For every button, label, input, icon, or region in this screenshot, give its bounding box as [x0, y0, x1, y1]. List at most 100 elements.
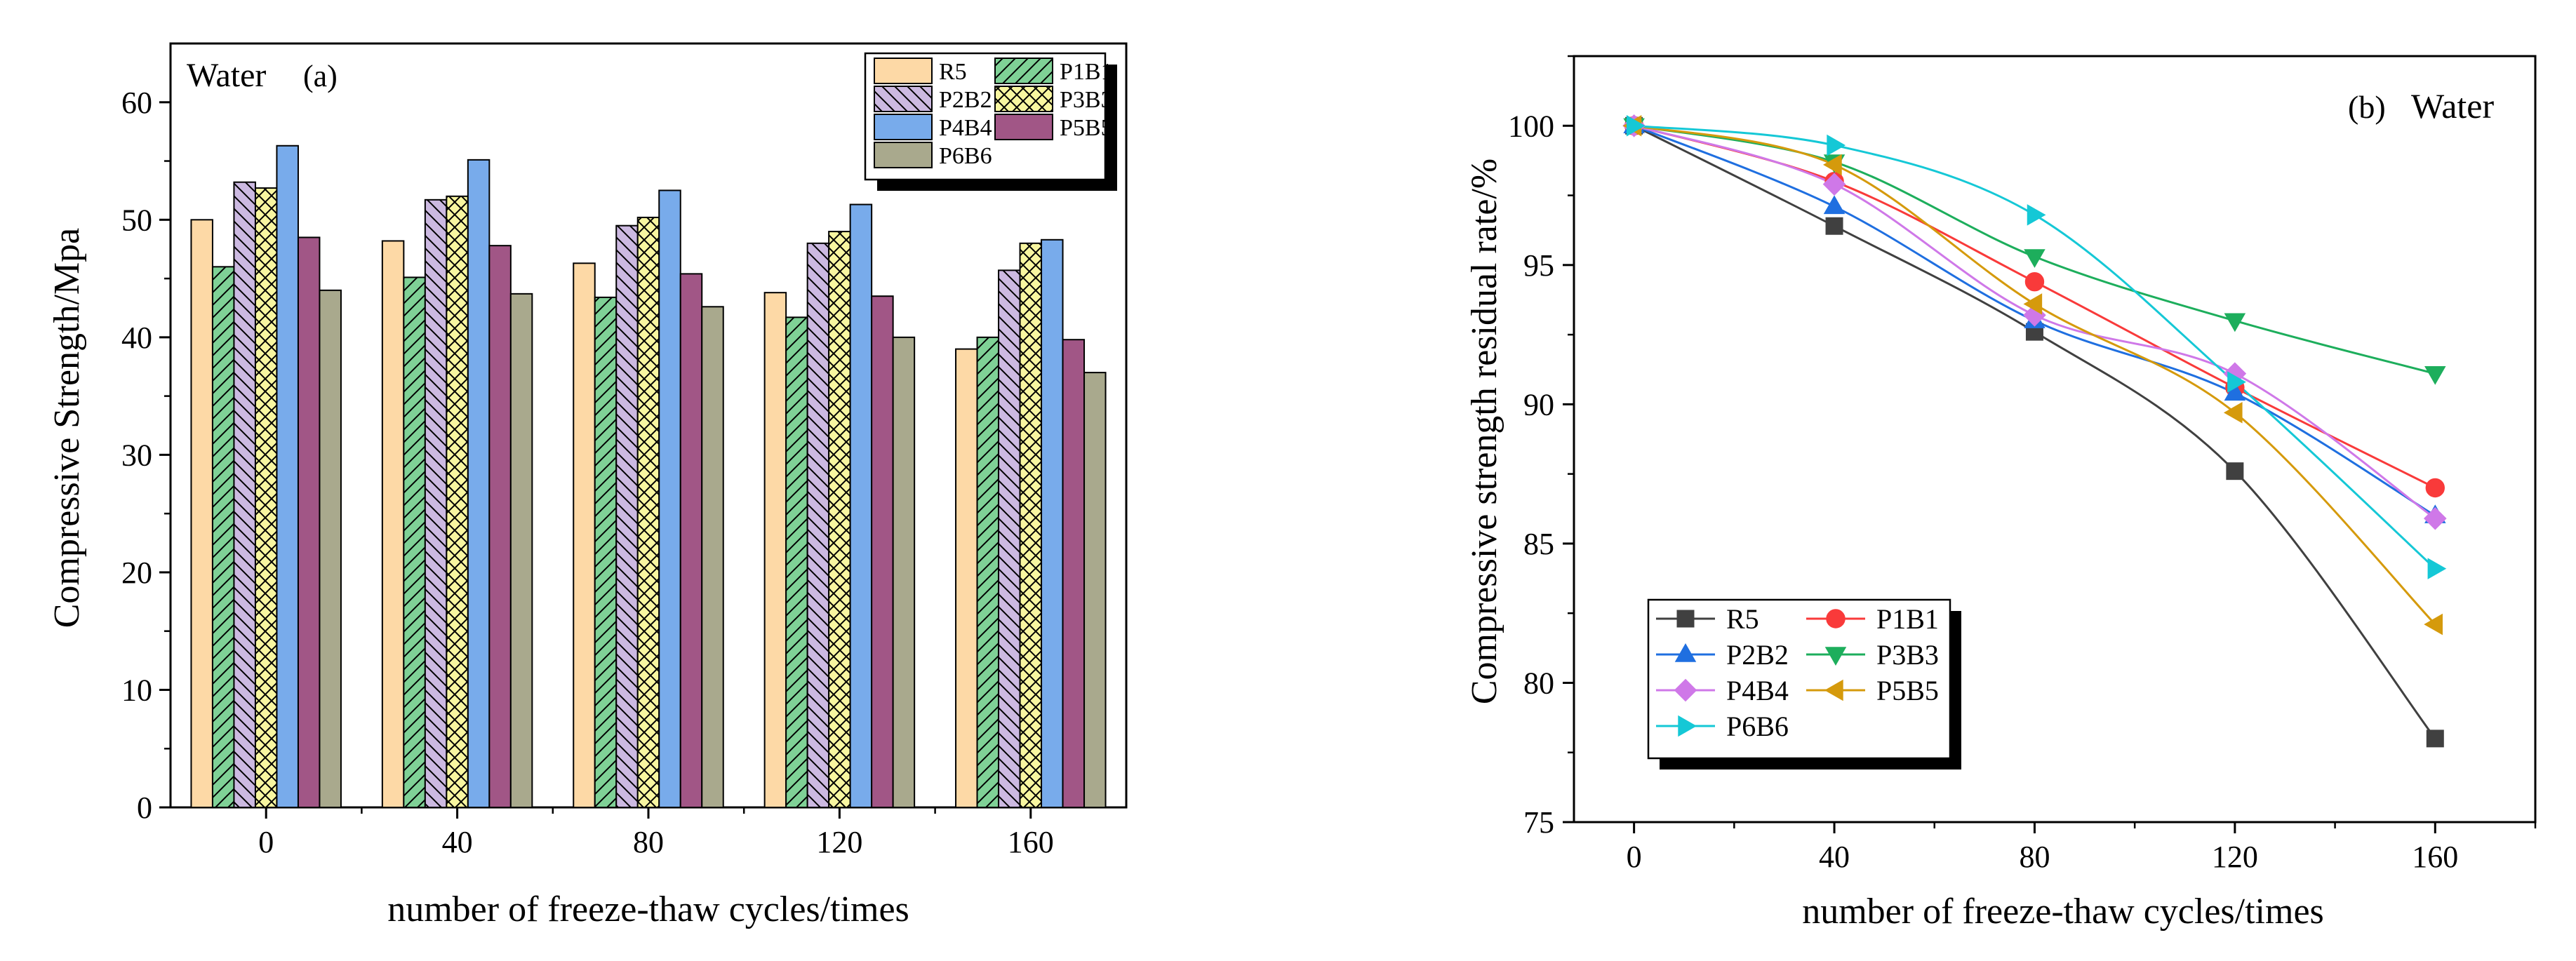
bar-p3b3-120: [828, 231, 851, 808]
legend-marker-p5b5: [1824, 679, 1843, 701]
bar-p5b5-80: [679, 273, 703, 809]
y-tick-label: 85: [1523, 527, 1554, 561]
point-p5b5-80: [2023, 293, 2043, 315]
bar-p1b1-0: [211, 266, 235, 809]
legend-marker-p1b1: [1826, 609, 1846, 629]
y-tick-label: 30: [121, 438, 152, 472]
y-tick-label: 0: [137, 791, 152, 825]
point-p3b3-80: [2024, 249, 2046, 268]
point-r5-160: [2426, 730, 2444, 748]
legend-marker-p3b3: [1824, 647, 1847, 666]
bar-chart-medium-label: Water: [187, 57, 266, 94]
legend-label-p4b4: P4B4: [939, 115, 992, 141]
line-chart-medium-label: Water: [2411, 86, 2494, 126]
line-p6b6: [1634, 124, 2436, 570]
y-tick-label: 40: [121, 321, 152, 355]
y-tick-label: 10: [121, 673, 152, 707]
bar-chart-panel-label: (a): [303, 59, 338, 93]
bar-p6b6-160: [1083, 372, 1107, 808]
bar-p5b5-0: [297, 236, 321, 808]
legend-swatch-p1b1: [994, 58, 1053, 84]
legend-swatch-p2b2: [874, 86, 933, 112]
legend-label-r5: R5: [1726, 603, 1759, 635]
y-tick-label: 90: [1523, 387, 1554, 422]
bar-p2b2-40: [424, 199, 448, 808]
point-p5b5-160: [2424, 613, 2443, 636]
legend-swatch-p5b5: [994, 114, 1053, 140]
legend-marker-p6b6: [1678, 715, 1697, 737]
line-chart-panel-label: (b): [2348, 89, 2386, 125]
legend-label-p1b1: P1B1: [1060, 59, 1113, 85]
point-r5-40: [1825, 217, 1843, 235]
bar-r5-80: [573, 262, 596, 808]
bar-p5b5-40: [488, 245, 512, 809]
legend-swatch-p3b3: [994, 86, 1053, 112]
bar-p4b4-80: [658, 189, 681, 808]
line-p5b5: [1634, 124, 2436, 626]
legend-swatch-p4b4: [874, 114, 933, 140]
bar-p5b5-120: [871, 295, 894, 808]
bar-p2b2-120: [806, 242, 830, 809]
bar-p1b1-120: [785, 316, 808, 808]
point-p4b4-40: [1822, 173, 1846, 196]
bar-p6b6-80: [701, 306, 724, 809]
bar-chart-panel: 0 10 20 30 40 50 60 0 40 80 120 160 Water (a) Comp…: [47, 42, 1128, 929]
legend-swatch-r5: [874, 58, 933, 84]
line-chart-frame: [1573, 55, 2537, 824]
point-p3b3-160: [2424, 365, 2446, 385]
bar-p5b5-160: [1062, 339, 1086, 809]
x-tick-label: 40: [442, 825, 473, 859]
legend-box: [1647, 598, 1951, 760]
bar-r5-0: [190, 219, 213, 808]
bar-p4b4-40: [467, 159, 490, 808]
point-p6b6-40: [1827, 134, 1846, 156]
line-chart-x-label: number of freeze-thaw cycles/times: [1802, 892, 2324, 932]
legend-marker-r5: [1676, 610, 1695, 628]
legend-label-p6b6: P6B6: [939, 143, 992, 169]
x-tick-label: 160: [2412, 840, 2458, 874]
point-p2b2-40: [1823, 195, 1846, 215]
bar-p3b3-80: [636, 216, 660, 808]
bar-chart-y-axis: 0 10 20 30 40 50 60: [121, 86, 171, 825]
bar-p2b2-80: [615, 224, 639, 808]
point-p2b2-120: [2224, 382, 2246, 401]
line-chart-x-axis: 0 40 80 120 160: [1627, 822, 2537, 874]
bar-p4b4-120: [849, 203, 873, 808]
bar-p1b1-160: [976, 336, 1000, 809]
y-tick-label: 60: [121, 86, 152, 120]
line-r5: [1633, 124, 2436, 739]
legend-label-p1b1: P1B1: [1876, 603, 1939, 635]
y-tick-label: 100: [1508, 109, 1554, 143]
bar-chart-x-axis: 0 40 80 120 160: [258, 807, 1054, 859]
bar-p4b4-0: [276, 145, 299, 808]
line-chart-y-label: Compressive strength residual rate/%: [1464, 159, 1504, 704]
y-tick-label: 75: [1523, 805, 1554, 840]
bar-r5-120: [763, 292, 787, 809]
legend-label-p2b2: P2B2: [939, 87, 992, 113]
point-p6b6-120: [2227, 371, 2246, 393]
legend-label-p5b5: P5B5: [1876, 675, 1939, 706]
bar-p1b1-40: [403, 276, 426, 808]
x-tick-label: 80: [2019, 840, 2050, 874]
bar-p6b6-40: [509, 293, 533, 808]
bar-p1b1-80: [594, 296, 618, 809]
bar-p3b3-0: [254, 187, 278, 808]
point-r5-120: [2226, 462, 2244, 480]
line-chart-y-axis: 75 80 85 90 95 100: [1508, 55, 1574, 840]
legend-label-p3b3: P3B3: [1060, 87, 1113, 113]
legend-label-r5: R5: [939, 59, 967, 85]
point-p5b5-120: [2223, 402, 2243, 424]
bar-p6b6-120: [892, 336, 916, 809]
x-tick-label: 0: [258, 825, 274, 859]
legend-marker-p2b2: [1674, 643, 1697, 662]
point-p6b6-80: [2027, 204, 2046, 226]
bar-p2b2-0: [233, 181, 256, 808]
bar-p3b3-160: [1019, 242, 1043, 809]
x-tick-label: 120: [2212, 840, 2258, 874]
bar-p4b4-160: [1041, 238, 1064, 808]
point-p5b5-40: [1823, 154, 1842, 176]
x-tick-label: 160: [1008, 825, 1054, 859]
bar-r5-40: [381, 240, 405, 809]
legend-marker-p4b4: [1674, 678, 1697, 702]
